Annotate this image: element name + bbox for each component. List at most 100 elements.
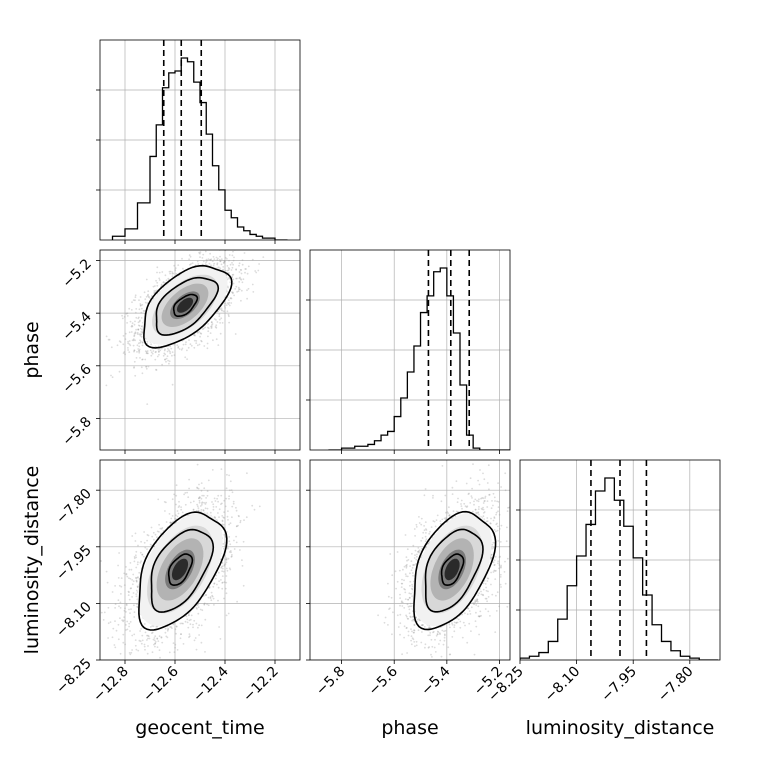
scatter-point [215, 506, 218, 508]
scatter-point [132, 580, 135, 583]
scatter-point [182, 267, 184, 270]
scatter-point [108, 338, 111, 341]
scatter-point [204, 594, 207, 596]
scatter-point [85, 346, 87, 348]
scatter-point [133, 557, 136, 560]
scatter-point [125, 572, 128, 575]
scatter-point [188, 636, 190, 639]
scatter-point [216, 262, 219, 265]
scatter-point [156, 638, 159, 640]
scatter-point [139, 333, 142, 335]
scatter-point [229, 480, 232, 483]
scatter-point [217, 512, 219, 514]
scatter-point [241, 259, 244, 262]
scatter-point [226, 569, 229, 572]
scatter-point [139, 304, 142, 307]
scatter-point [232, 282, 235, 285]
scatter-point [199, 335, 202, 338]
scatter-point [145, 367, 148, 370]
scatter-point [218, 626, 221, 628]
scatter-point [213, 582, 216, 585]
scatter-point [128, 351, 131, 353]
scatter-point [156, 266, 159, 269]
scatter-point [225, 592, 228, 595]
scatter-point [220, 263, 223, 266]
scatter-point [110, 346, 113, 349]
scatter-point [198, 331, 201, 333]
scatter-point [202, 509, 205, 512]
scatter-point [98, 649, 100, 651]
scatter-point [244, 271, 246, 274]
scatter-point [234, 288, 237, 290]
scatter-point [224, 541, 227, 544]
scatter-point [226, 515, 229, 518]
scatter-point [221, 582, 224, 584]
scatter-point [136, 576, 139, 579]
scatter-point [204, 503, 207, 505]
scatter-point [106, 581, 109, 584]
scatter-point [230, 556, 233, 558]
scatter-point [221, 523, 224, 526]
scatter-point [230, 297, 233, 300]
scatter-point [158, 350, 160, 353]
panel-frame [99, 249, 301, 451]
scatter-point [206, 342, 209, 345]
scatter-point [206, 494, 209, 497]
scatter-point [158, 277, 161, 280]
scatter-point [210, 258, 213, 261]
scatter-point [239, 269, 242, 271]
scatter-point [232, 278, 235, 281]
scatter-point [230, 297, 232, 299]
scatter-point [211, 260, 214, 262]
scatter-point [216, 233, 218, 235]
scatter-point [146, 652, 149, 655]
scatter-point [152, 285, 155, 288]
scatter-point [217, 257, 219, 260]
scatter-point [176, 649, 179, 651]
scatter-point [210, 591, 213, 594]
scatter-point [226, 310, 229, 313]
scatter-point [171, 351, 174, 353]
scatter-point [168, 349, 170, 352]
scatter-point [122, 343, 125, 346]
scatter-point [168, 360, 171, 363]
scatter-point [188, 619, 191, 622]
scatter-point [217, 571, 220, 574]
scatter-point [212, 508, 215, 511]
scatter-point [155, 350, 157, 353]
scatter-point [128, 340, 131, 342]
panel-luminosity_distance-hist: −8.25 −8.10 −7.95 −7.80 [485, 459, 721, 705]
scatter-point [238, 277, 241, 280]
scatter-point [134, 320, 136, 323]
scatter-point [139, 304, 142, 307]
scatter-point [158, 649, 161, 652]
scatter-point [135, 308, 138, 310]
scatter-point [105, 570, 108, 573]
scatter-point [107, 338, 110, 341]
scatter-point [125, 603, 128, 606]
scatter-point [138, 299, 140, 302]
scatter-point [140, 311, 143, 314]
scatter-point [175, 272, 178, 275]
scatter-point [223, 260, 226, 262]
scatter-point [231, 516, 233, 519]
scatter-point [148, 296, 151, 299]
scatter-point [201, 257, 204, 259]
scatter-point [189, 343, 192, 346]
scatter-point [190, 344, 193, 347]
scatter-point [222, 570, 225, 573]
scatter-point [214, 516, 217, 519]
scatter-point [169, 521, 172, 524]
scatter-point [231, 275, 234, 278]
scatter-point [228, 536, 231, 538]
scatter-point [194, 334, 196, 337]
scatter-point [232, 502, 235, 505]
scatter-point [212, 339, 214, 342]
scatter-point [137, 649, 140, 652]
scatter-point [175, 625, 178, 628]
scatter-point [190, 263, 192, 265]
scatter-point [160, 636, 163, 639]
scatter-point [138, 333, 141, 336]
scatter-point [150, 295, 153, 297]
scatter-point [128, 598, 131, 601]
